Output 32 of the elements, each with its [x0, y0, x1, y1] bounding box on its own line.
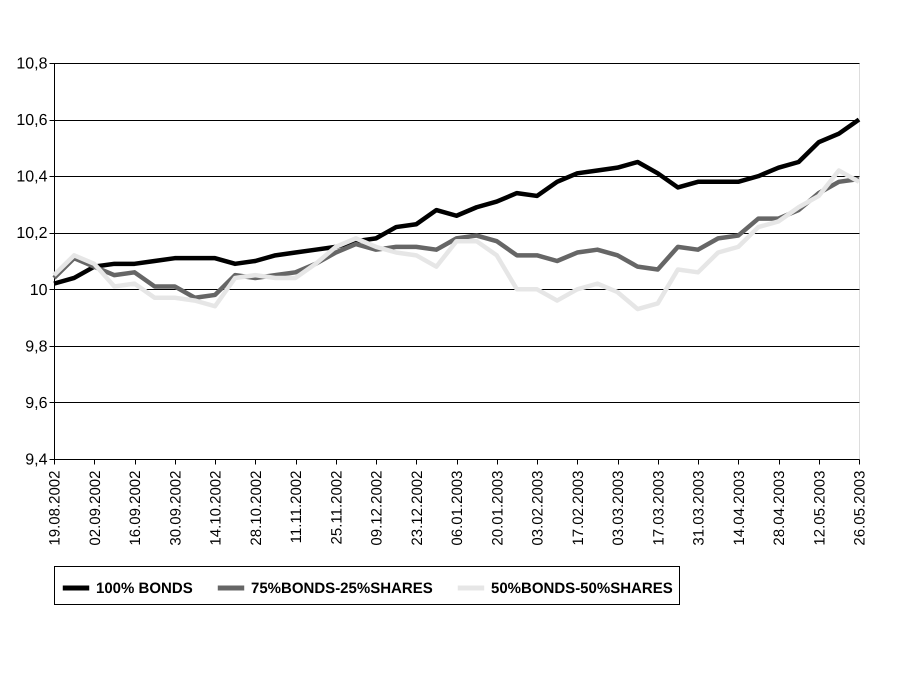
- x-tick-label: 11.11.2002: [288, 470, 305, 544]
- x-tick-label: 28.04.2003: [771, 470, 788, 546]
- y-tick-label: 9,6: [25, 394, 48, 412]
- x-tick-label: 25.11.2002: [328, 470, 346, 544]
- x-tick-label: 16.09.2002: [127, 470, 144, 546]
- legend-label: 100% BONDS: [96, 580, 193, 597]
- legend-label: 50%BONDS-50%SHARES: [491, 580, 673, 597]
- legend-label: 75%BONDS-25%SHARES: [251, 580, 433, 597]
- x-tick-label: 17.03.2003: [650, 470, 668, 546]
- x-tick-label: 30.09.2002: [167, 470, 184, 546]
- x-tick-label: 28.10.2002: [248, 470, 265, 546]
- y-tick-label: 10: [30, 282, 48, 299]
- x-tick-label: 12.05.2003: [811, 470, 828, 546]
- x-tick-label: 23.12.2002: [408, 470, 426, 546]
- x-tick-label: 20.01.2003: [489, 470, 506, 546]
- x-tick-label: 03.03.2003: [610, 470, 627, 546]
- x-tick-label: 03.02.2003: [530, 470, 546, 546]
- x-tick-label: 06.01.2003: [449, 470, 466, 546]
- y-tick-label: 9,8: [25, 338, 48, 356]
- x-tick-label: 14.10.2002: [208, 470, 224, 546]
- x-tick-label: 19.08.2002: [46, 470, 64, 546]
- y-tick-label: 10,4: [16, 168, 48, 186]
- x-tick-label: 17.02.2003: [570, 470, 587, 546]
- x-tick-label: 26.05.2003: [852, 470, 868, 546]
- x-tick-label: 14.04.2003: [730, 470, 748, 546]
- x-tick-label: 31.03.2003: [690, 470, 708, 546]
- y-tick-label: 9,4: [25, 452, 48, 468]
- y-tick-label: 10,8: [16, 56, 48, 72]
- x-tick-label: 02.09.2002: [86, 470, 104, 546]
- x-tick-label: 09.12.2002: [368, 470, 386, 546]
- y-tick-label: 10,6: [16, 112, 48, 130]
- y-tick-label: 10,2: [16, 225, 48, 242]
